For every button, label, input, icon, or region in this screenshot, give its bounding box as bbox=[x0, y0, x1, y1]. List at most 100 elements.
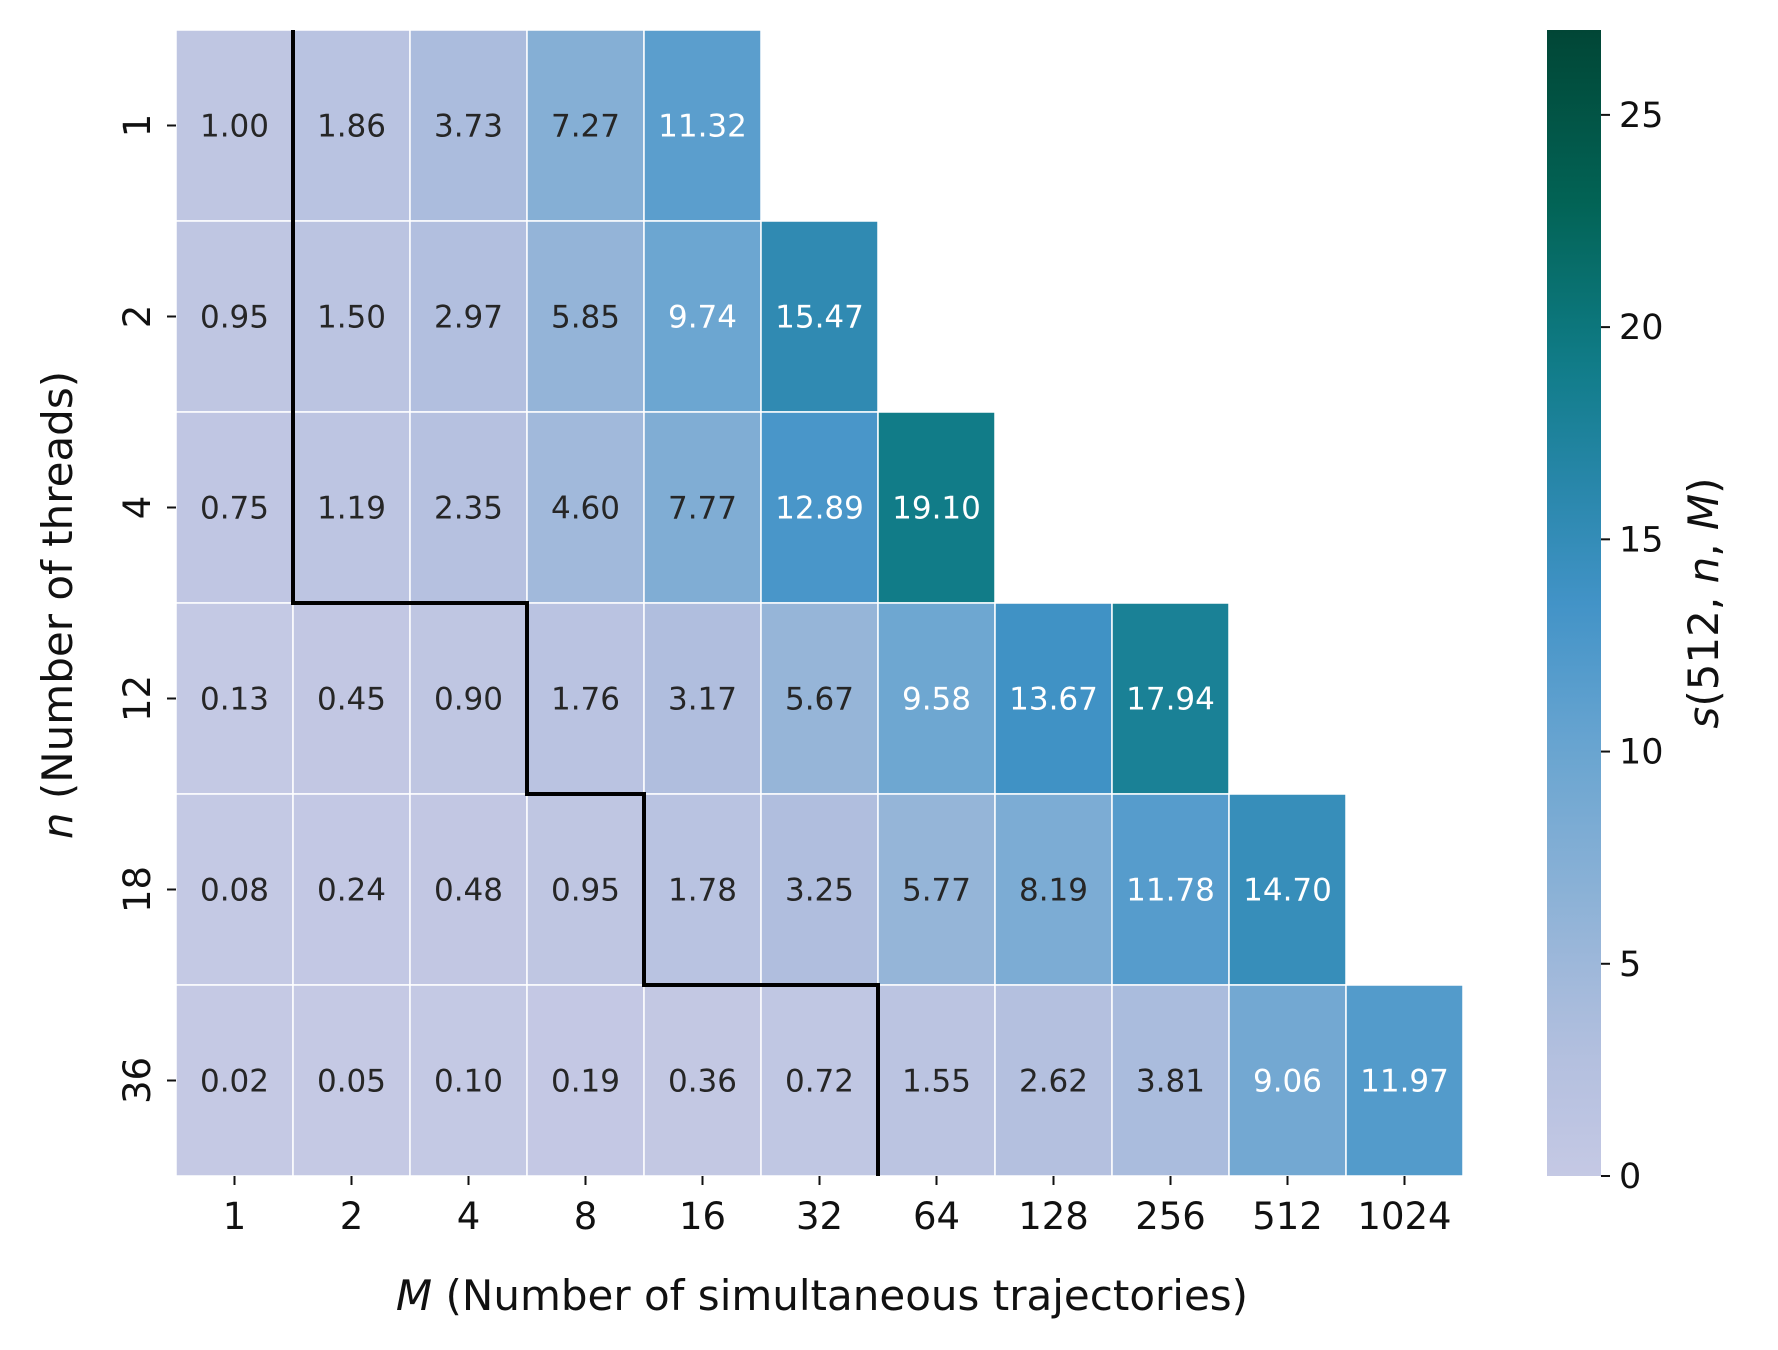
heatmap-cell bbox=[643, 220, 762, 413]
cell-value-label: 1.78 bbox=[668, 873, 737, 909]
cell-value-label: 5.67 bbox=[785, 682, 854, 718]
x-axis-label: M (Number of simultaneous trajectories) bbox=[396, 1271, 1248, 1320]
cell-value-label: 3.81 bbox=[1136, 1064, 1205, 1100]
cell-value-label: 0.24 bbox=[317, 873, 386, 909]
cell-value-label: 15.47 bbox=[775, 300, 864, 336]
cell-value-label: 5.77 bbox=[902, 873, 971, 909]
cell-value-label: 1.00 bbox=[200, 109, 269, 145]
cell-value-label: 0.90 bbox=[434, 682, 503, 718]
colorbar-tick-label: 20 bbox=[1619, 308, 1664, 348]
cell-value-label: 11.97 bbox=[1360, 1064, 1449, 1100]
heatmap-cell bbox=[526, 602, 645, 795]
x-tick-label: 64 bbox=[913, 1195, 960, 1238]
cell-value-label: 0.10 bbox=[434, 1064, 503, 1100]
cell-value-label: 0.05 bbox=[317, 1064, 386, 1100]
x-axis: 1 2 4 8 16 32 64 128 256 512 1024 bbox=[223, 1176, 1452, 1238]
cell-value-label: 2.62 bbox=[1019, 1064, 1088, 1100]
heatmap-cell bbox=[292, 602, 411, 795]
cell-value-labels: 1.00 1.86 3.73 7.27 11.32 0.95 1.50 2.97 5.85 9.7… bbox=[200, 109, 1449, 1100]
x-tick-label: 32 bbox=[796, 1195, 843, 1238]
cell-value-label: 0.19 bbox=[551, 1064, 620, 1100]
x-tick-label: 4 bbox=[457, 1195, 481, 1238]
heatmap-cell bbox=[409, 411, 528, 604]
cell-value-label: 0.95 bbox=[551, 873, 620, 909]
cell-value-label: 2.35 bbox=[434, 491, 503, 527]
x-tick-label: 8 bbox=[574, 1195, 598, 1238]
heatmap-cell bbox=[526, 411, 645, 604]
cell-value-label: 0.48 bbox=[434, 873, 503, 909]
cell-value-label: 14.70 bbox=[1243, 873, 1332, 909]
heatmap-cell bbox=[409, 29, 528, 222]
heatmap-cell bbox=[877, 411, 996, 604]
heatmap-cell bbox=[1228, 984, 1347, 1177]
x-tick-label: 512 bbox=[1252, 1195, 1323, 1238]
heatmap-cell bbox=[994, 984, 1113, 1177]
cell-value-label: 1.55 bbox=[902, 1064, 971, 1100]
heatmap-cell bbox=[1111, 602, 1230, 795]
cell-value-label: 1.50 bbox=[317, 300, 386, 336]
heatmap-cell bbox=[175, 29, 294, 222]
heatmap-cell bbox=[643, 984, 762, 1177]
heatmap-cell bbox=[409, 602, 528, 795]
x-tick-label: 256 bbox=[1135, 1195, 1206, 1238]
heatmap-cell bbox=[292, 29, 411, 222]
cell-value-label: 1.19 bbox=[317, 491, 386, 527]
heatmap-cell bbox=[175, 411, 294, 604]
y-axis-label: n (Number of threads) bbox=[33, 371, 82, 839]
heatmap-cell bbox=[1228, 793, 1347, 986]
cell-value-label: 11.32 bbox=[658, 109, 747, 145]
y-tick-label: 2 bbox=[116, 305, 159, 329]
colorbar-tick-label: 0 bbox=[1619, 1157, 1641, 1197]
colorbar-label: s(512, n, M) bbox=[1679, 477, 1728, 728]
heatmap-cell bbox=[994, 793, 1113, 986]
cell-value-label: 12.89 bbox=[775, 491, 864, 527]
heatmap-cell bbox=[643, 29, 762, 222]
cell-value-label: 0.45 bbox=[317, 682, 386, 718]
x-tick-label: 16 bbox=[679, 1195, 726, 1238]
x-tick-label: 128 bbox=[1018, 1195, 1089, 1238]
colorbar-gradient bbox=[1547, 30, 1601, 1176]
heatmap-cell bbox=[1111, 984, 1230, 1177]
colorbar-tick-label: 5 bbox=[1619, 945, 1641, 985]
heatmap-cell bbox=[175, 220, 294, 413]
y-tick-label: 18 bbox=[116, 866, 159, 913]
boundary-line bbox=[291, 30, 880, 1176]
cell-value-label: 0.02 bbox=[200, 1064, 269, 1100]
heatmap-cells bbox=[175, 29, 1464, 1177]
heatmap-cell bbox=[760, 411, 879, 604]
cell-value-label: 1.76 bbox=[551, 682, 620, 718]
cell-value-label: 0.36 bbox=[668, 1064, 737, 1100]
heatmap-cell bbox=[292, 984, 411, 1177]
cell-value-label: 19.10 bbox=[892, 491, 981, 527]
heatmap-cell bbox=[877, 602, 996, 795]
heatmap-cell bbox=[1111, 793, 1230, 986]
heatmap-cell bbox=[175, 602, 294, 795]
cell-value-label: 13.67 bbox=[1009, 682, 1098, 718]
cell-value-label: 2.97 bbox=[434, 300, 503, 336]
cell-value-label: 9.58 bbox=[902, 682, 971, 718]
cell-value-label: 5.85 bbox=[551, 300, 620, 336]
heatmap-cell bbox=[292, 411, 411, 604]
heatmap-cell bbox=[409, 984, 528, 1177]
colorbar: 0 5 10 15 20 25 s(512, n, M) bbox=[1547, 30, 1728, 1197]
x-tick-label: 1024 bbox=[1357, 1195, 1451, 1238]
cell-value-label: 7.27 bbox=[551, 109, 620, 145]
cell-value-label: 0.13 bbox=[200, 682, 269, 718]
cell-value-label: 11.78 bbox=[1126, 873, 1215, 909]
cell-value-label: 3.17 bbox=[668, 682, 737, 718]
cell-value-label: 0.95 bbox=[200, 300, 269, 336]
heatmap-cell bbox=[643, 411, 762, 604]
cell-value-label: 0.72 bbox=[785, 1064, 854, 1100]
y-tick-label: 1 bbox=[116, 114, 159, 138]
colorbar-tick-label: 25 bbox=[1619, 96, 1664, 136]
y-tick-label: 4 bbox=[116, 496, 159, 520]
heatmap-cell bbox=[175, 984, 294, 1177]
y-tick-label: 12 bbox=[116, 675, 159, 722]
cell-value-label: 4.60 bbox=[551, 491, 620, 527]
heatmap-cell bbox=[760, 220, 879, 413]
cell-value-label: 3.25 bbox=[785, 873, 854, 909]
heatmap-cell bbox=[292, 793, 411, 986]
colorbar-tick-label: 15 bbox=[1619, 520, 1664, 560]
heatmap-cell bbox=[175, 793, 294, 986]
